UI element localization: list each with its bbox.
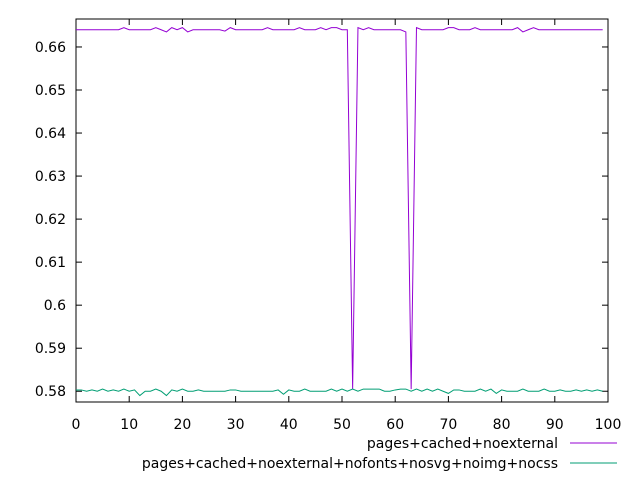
series-line-0 bbox=[76, 26, 603, 390]
x-tick-label: 70 bbox=[439, 417, 457, 433]
plot-frame bbox=[75, 18, 609, 403]
x-tick-label: 30 bbox=[227, 417, 245, 433]
y-tick-label: 0.62 bbox=[35, 212, 66, 228]
y-tick-label: 0.63 bbox=[35, 169, 66, 185]
legend-label: pages+cached+noexternal+nofonts+nosvg+no… bbox=[142, 456, 558, 472]
x-tick-label: 60 bbox=[386, 417, 404, 433]
x-tick-label: 50 bbox=[333, 417, 351, 433]
y-tick-label: 0.61 bbox=[35, 255, 66, 271]
y-tick-label: 0.6 bbox=[44, 298, 66, 314]
legend-label: pages+cached+noexternal bbox=[367, 436, 558, 452]
y-axis: 0.58 0.59 0.6 0.61 0.62 0.63 0.64 0.65 0.66 bbox=[35, 40, 608, 400]
x-tick-label: 10 bbox=[120, 417, 138, 433]
x-tick-label: 20 bbox=[173, 417, 191, 433]
series-line-1 bbox=[76, 388, 603, 397]
x-axis: 0 10 20 30 40 50 60 70 80 90 100 bbox=[72, 19, 622, 433]
y-tick-label: 0.64 bbox=[35, 126, 66, 142]
x-tick-label: 40 bbox=[280, 417, 298, 433]
x-tick-label: 0 bbox=[72, 417, 81, 433]
plot-border bbox=[75, 18, 609, 403]
x-tick-label: 80 bbox=[493, 417, 511, 433]
y-tick-label: 0.59 bbox=[35, 341, 66, 357]
y-tick-label: 0.65 bbox=[35, 83, 66, 99]
series-lines bbox=[76, 26, 603, 397]
x-tick-label: 100 bbox=[595, 417, 622, 433]
y-tick-label: 0.58 bbox=[35, 384, 66, 400]
legend: pages+cached+noexternal pages+cached+noe… bbox=[142, 436, 617, 472]
y-tick-label: 0.66 bbox=[35, 40, 66, 56]
x-tick-label: 90 bbox=[546, 417, 564, 433]
